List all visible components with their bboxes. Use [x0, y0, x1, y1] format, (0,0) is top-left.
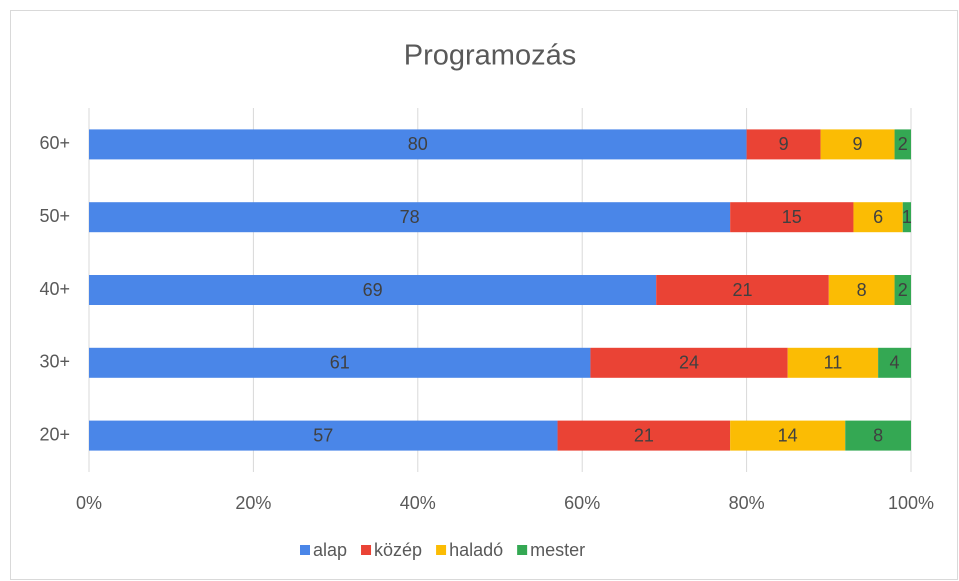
bar-segment	[820, 129, 895, 160]
data-label: 2	[898, 280, 908, 300]
bar-segment	[878, 347, 911, 378]
legend-swatch	[361, 545, 372, 555]
bar-segment	[853, 202, 903, 233]
data-label: 14	[778, 425, 798, 445]
legend-label: haladó	[449, 540, 503, 560]
bar-segment	[89, 420, 558, 451]
x-tick-label: 60%	[564, 493, 600, 513]
x-tick-label: 80%	[729, 493, 765, 513]
y-tick-label: 50+	[39, 206, 70, 226]
data-label: 8	[857, 280, 867, 300]
data-label: 80	[408, 134, 428, 154]
x-tick-label: 100%	[888, 493, 934, 513]
y-tick-label: 20+	[39, 424, 70, 444]
x-tick-label: 40%	[400, 493, 436, 513]
x-tick-label: 0%	[76, 493, 102, 513]
bar-segment	[730, 420, 846, 451]
data-label: 8	[873, 425, 883, 445]
legend-label: közép	[374, 540, 422, 560]
bar-segment	[656, 275, 829, 305]
data-label: 21	[634, 425, 654, 445]
data-label: 57	[313, 425, 333, 445]
bar-segment	[787, 347, 879, 378]
bar-segment	[894, 129, 911, 160]
data-label: 11	[824, 353, 843, 373]
x-tick-label: 20%	[235, 493, 271, 513]
legend-label: alap	[313, 540, 347, 560]
data-label: 15	[782, 207, 802, 227]
bar-segment	[730, 202, 854, 233]
chart-title: Programozás	[404, 40, 576, 72]
bar-segment	[845, 420, 911, 451]
data-label: 24	[679, 353, 699, 373]
bar-segment	[89, 347, 591, 378]
bar-segment	[557, 420, 731, 451]
data-label: 61	[330, 353, 350, 373]
legend-label: mester	[530, 540, 585, 560]
y-tick-label: 40+	[39, 279, 70, 299]
legend-swatch	[300, 545, 310, 555]
y-tick-label: 30+	[39, 352, 70, 372]
data-label: 4	[890, 353, 900, 373]
legend-swatch	[517, 545, 528, 555]
legend-swatch	[436, 545, 447, 555]
bar-segment	[894, 275, 911, 305]
bar-segment	[828, 275, 895, 305]
bar-segment	[89, 129, 747, 160]
data-label: 9	[779, 134, 789, 154]
data-label: 78	[400, 207, 420, 227]
y-tick-label: 60+	[39, 133, 70, 153]
bar-segment	[746, 129, 821, 160]
bar-segment	[902, 202, 911, 233]
bar-segment	[590, 347, 788, 378]
bar-segment	[89, 202, 731, 233]
data-label: 2	[898, 134, 908, 154]
data-label: 9	[853, 134, 863, 154]
data-label: 21	[732, 280, 752, 300]
data-label: 1	[902, 207, 912, 227]
data-label: 69	[363, 280, 383, 300]
data-label: 6	[873, 207, 883, 227]
bar-segment	[89, 275, 657, 305]
